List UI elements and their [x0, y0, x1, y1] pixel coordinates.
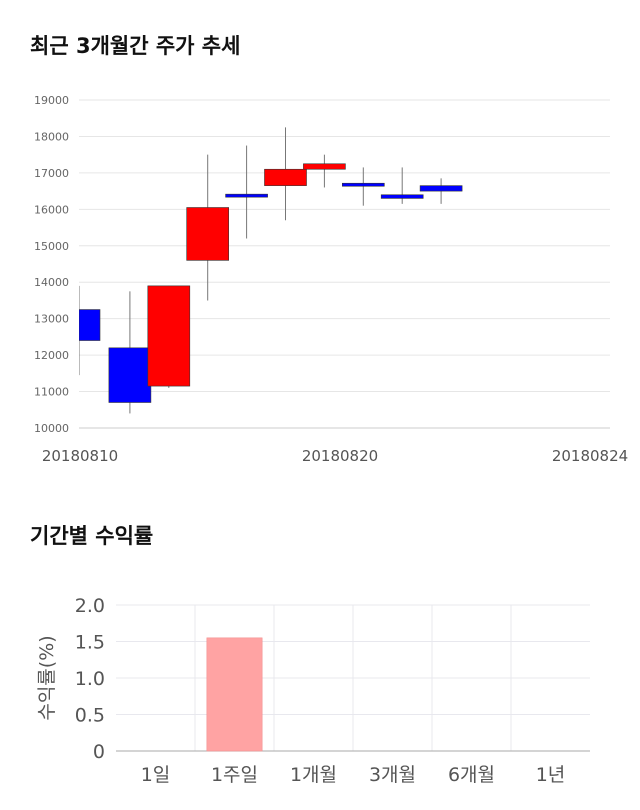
y-tick-label: 15000	[34, 240, 69, 253]
y-tick-label: 13000	[34, 313, 69, 326]
candle-body	[380, 194, 424, 199]
bar-x-tick-label: 3개월	[369, 764, 416, 786]
bar-y-tick-label: 2.0	[75, 595, 105, 617]
bar-y-tick-label: 1.5	[75, 632, 105, 654]
bar-x-tick-label: 1년	[536, 764, 566, 786]
candle-body	[79, 309, 101, 341]
x-tick-label: 20180824	[552, 447, 628, 465]
candle	[341, 167, 385, 206]
candle-body	[419, 185, 463, 192]
candle-body	[147, 285, 191, 387]
candle	[186, 154, 229, 301]
candle-body	[264, 168, 307, 186]
bar-y-tick-label: 0	[93, 741, 105, 763]
y-tick-label: 14000	[34, 276, 69, 289]
bar-y-tick-label: 1.0	[75, 668, 105, 690]
y-tick-label: 10000	[34, 422, 69, 435]
y-tick-label: 19000	[34, 94, 69, 107]
x-tick-label: 20180810	[42, 447, 118, 465]
candle	[419, 178, 463, 204]
candle	[108, 291, 152, 414]
y-tick-label: 16000	[34, 203, 69, 216]
bar-y-tick-label: 0.5	[75, 705, 105, 727]
candle-body	[303, 163, 346, 170]
candle	[303, 154, 346, 188]
bar-x-tick-label: 1개월	[290, 764, 337, 786]
candle	[225, 145, 268, 239]
candle-chart-title: 최근 3개월간 주가 추세	[30, 34, 241, 58]
candles-group	[79, 127, 463, 414]
bar-chart-title: 기간별 수익률	[30, 524, 154, 548]
bar-x-tick-label: 1주일	[211, 764, 258, 786]
candle-body	[108, 347, 152, 403]
candle-body	[341, 182, 385, 187]
bar-y-axis-label: 수익률(%)	[36, 635, 58, 720]
y-tick-label: 12000	[34, 349, 69, 362]
candle-body	[186, 207, 229, 261]
return-bar	[206, 637, 263, 752]
candle	[79, 285, 101, 376]
bar-x-tick-label: 6개월	[448, 764, 495, 786]
candlestick-chart: 10000 11000 12000 13000 14000 15000 16000 17000…	[34, 94, 628, 465]
y-tick-label: 11000	[34, 386, 69, 399]
candle	[147, 285, 191, 388]
candle-body	[225, 193, 268, 198]
y-tick-label: 18000	[34, 130, 69, 143]
candle	[380, 167, 424, 204]
candle	[264, 127, 307, 221]
bar-x-tick-label: 1일	[141, 764, 171, 786]
y-tick-label: 17000	[34, 167, 69, 180]
x-tick-label: 20180820	[302, 447, 378, 465]
